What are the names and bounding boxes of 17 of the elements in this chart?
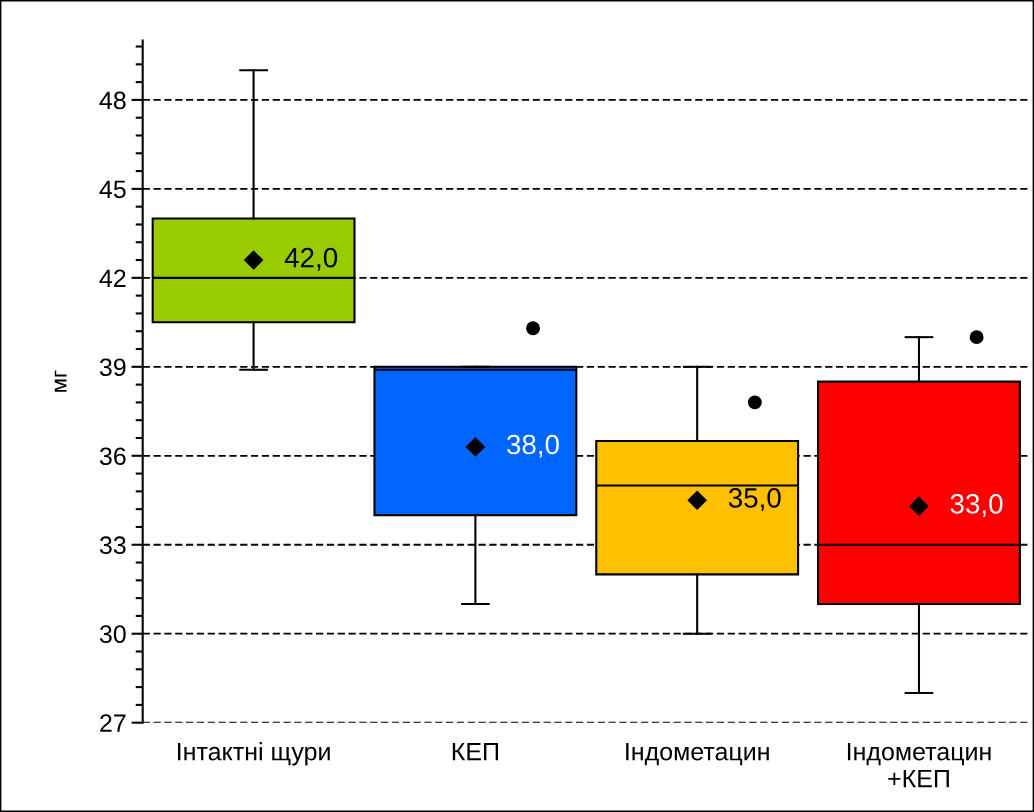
x-tick-label: КЕП — [452, 743, 498, 761]
annotation: 38,0 — [507, 434, 559, 458]
annotation: 35,0 — [728, 488, 781, 511]
y-tick-label: 33 — [99, 536, 126, 555]
x-tick-label: Індометацин +КЕП — [847, 743, 991, 788]
y-tick-label: 45 — [99, 180, 126, 199]
annotation: 33,0 — [950, 493, 1003, 517]
y-tick-label: 30 — [99, 625, 126, 644]
y-tick-label: 42 — [99, 269, 126, 287]
x-tick-label: Індометацин — [626, 743, 769, 766]
y-tick-label: 27 — [100, 714, 126, 732]
y-tick-label: 36 — [99, 447, 126, 466]
y-tick-label: 48 — [99, 91, 126, 110]
annotation: 42,0 — [284, 247, 338, 271]
y-tick-label: 39 — [99, 358, 126, 377]
x-tick-label: Інтактні щури — [178, 742, 330, 766]
y-axis-title: мг — [54, 370, 67, 392]
